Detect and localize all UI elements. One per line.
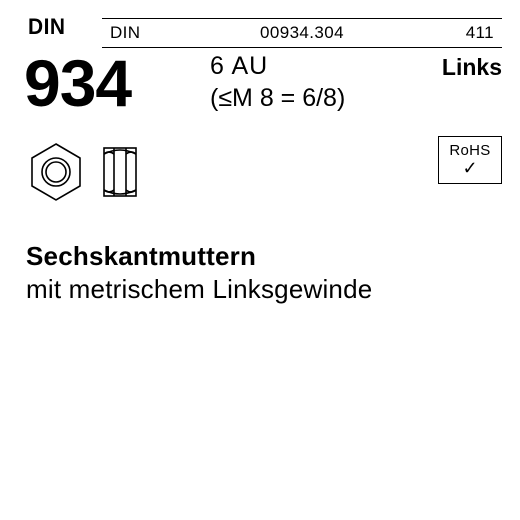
nut-drawings [26, 138, 166, 213]
datasheet-card: DIN DIN 00934.304 411 934 6 AU (≤M 8 = 6… [0, 0, 520, 520]
rohs-badge: RoHS ✓ [438, 136, 502, 184]
header-center: 00934.304 [260, 19, 344, 47]
description-block: Sechskantmuttern mit metrischem Linksgew… [26, 240, 372, 305]
thread-direction: Links [442, 54, 502, 81]
header-left: DIN [110, 19, 140, 47]
grade-label: 6 AU [210, 52, 268, 81]
rohs-label: RoHS [439, 142, 501, 159]
din-prefix: DIN [28, 14, 65, 40]
header-info-bar: DIN 00934.304 411 [102, 18, 502, 48]
header-right: 411 [466, 19, 494, 47]
standard-row: 934 6 AU (≤M 8 = 6/8) Links [24, 54, 502, 136]
description-subtitle: mit metrischem Linksgewinde [26, 273, 372, 306]
hex-nut-icon [26, 138, 166, 208]
din-number: 934 [24, 50, 131, 116]
grade-note: (≤M 8 = 6/8) [210, 84, 345, 113]
check-icon: ✓ [439, 159, 501, 177]
description-title: Sechskantmuttern [26, 240, 372, 273]
